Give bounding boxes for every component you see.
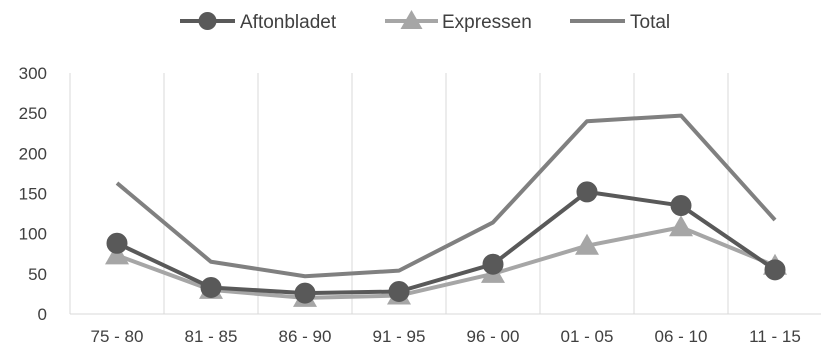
y-tick-label: 250	[19, 104, 47, 123]
data-point-aftonbladet	[670, 195, 692, 217]
legend: Aftonbladet Expressen Total	[180, 10, 670, 33]
legend-label-aftonbladet: Aftonbladet	[240, 12, 337, 33]
y-tick-label: 100	[19, 225, 47, 244]
x-tick-label: 06 - 10	[655, 327, 708, 346]
data-point-expressen	[575, 233, 599, 255]
y-tick-label: 200	[19, 144, 47, 163]
x-tick-label: 91 - 95	[373, 327, 426, 346]
data-point-aftonbladet	[764, 259, 786, 281]
legend-label-expressen: Expressen	[442, 12, 532, 33]
x-tick-label: 86 - 90	[279, 327, 332, 346]
data-point-expressen	[669, 215, 693, 237]
x-tick-label: 75 - 80	[91, 327, 144, 346]
x-tick-label: 01 - 05	[561, 327, 614, 346]
x-tick-label: 96 - 00	[467, 327, 520, 346]
x-tick-label: 81 - 85	[185, 327, 238, 346]
gridlines	[69, 73, 821, 315]
x-axis: 75 - 80 81 - 85 86 - 90 91 - 95 96 - 00 01 - …	[91, 327, 801, 346]
data-point-aftonbladet	[200, 276, 222, 298]
legend-marker-expressen	[400, 10, 423, 29]
y-tick-label: 50	[28, 265, 47, 284]
data-point-aftonbladet	[294, 282, 316, 304]
data-point-aftonbladet	[482, 253, 504, 275]
legend-label-total: Total	[630, 12, 670, 33]
y-tick-label: 300	[19, 64, 47, 83]
series-line-total	[115, 113, 777, 279]
series-line-aftonbladet	[116, 189, 777, 296]
data-point-aftonbladet	[576, 181, 598, 203]
data-point-aftonbladet	[388, 281, 410, 303]
series-layer	[105, 113, 787, 307]
y-axis: 0 50 100 150 200 250 300	[19, 64, 47, 324]
y-tick-label: 0	[38, 305, 47, 324]
series-line-expressen	[116, 225, 776, 300]
legend-marker-aftonbladet	[198, 12, 217, 30]
y-tick-label: 150	[19, 185, 47, 204]
x-tick-label: 11 - 15	[749, 327, 801, 346]
data-point-expressen	[105, 243, 129, 265]
data-point-aftonbladet	[106, 232, 128, 254]
